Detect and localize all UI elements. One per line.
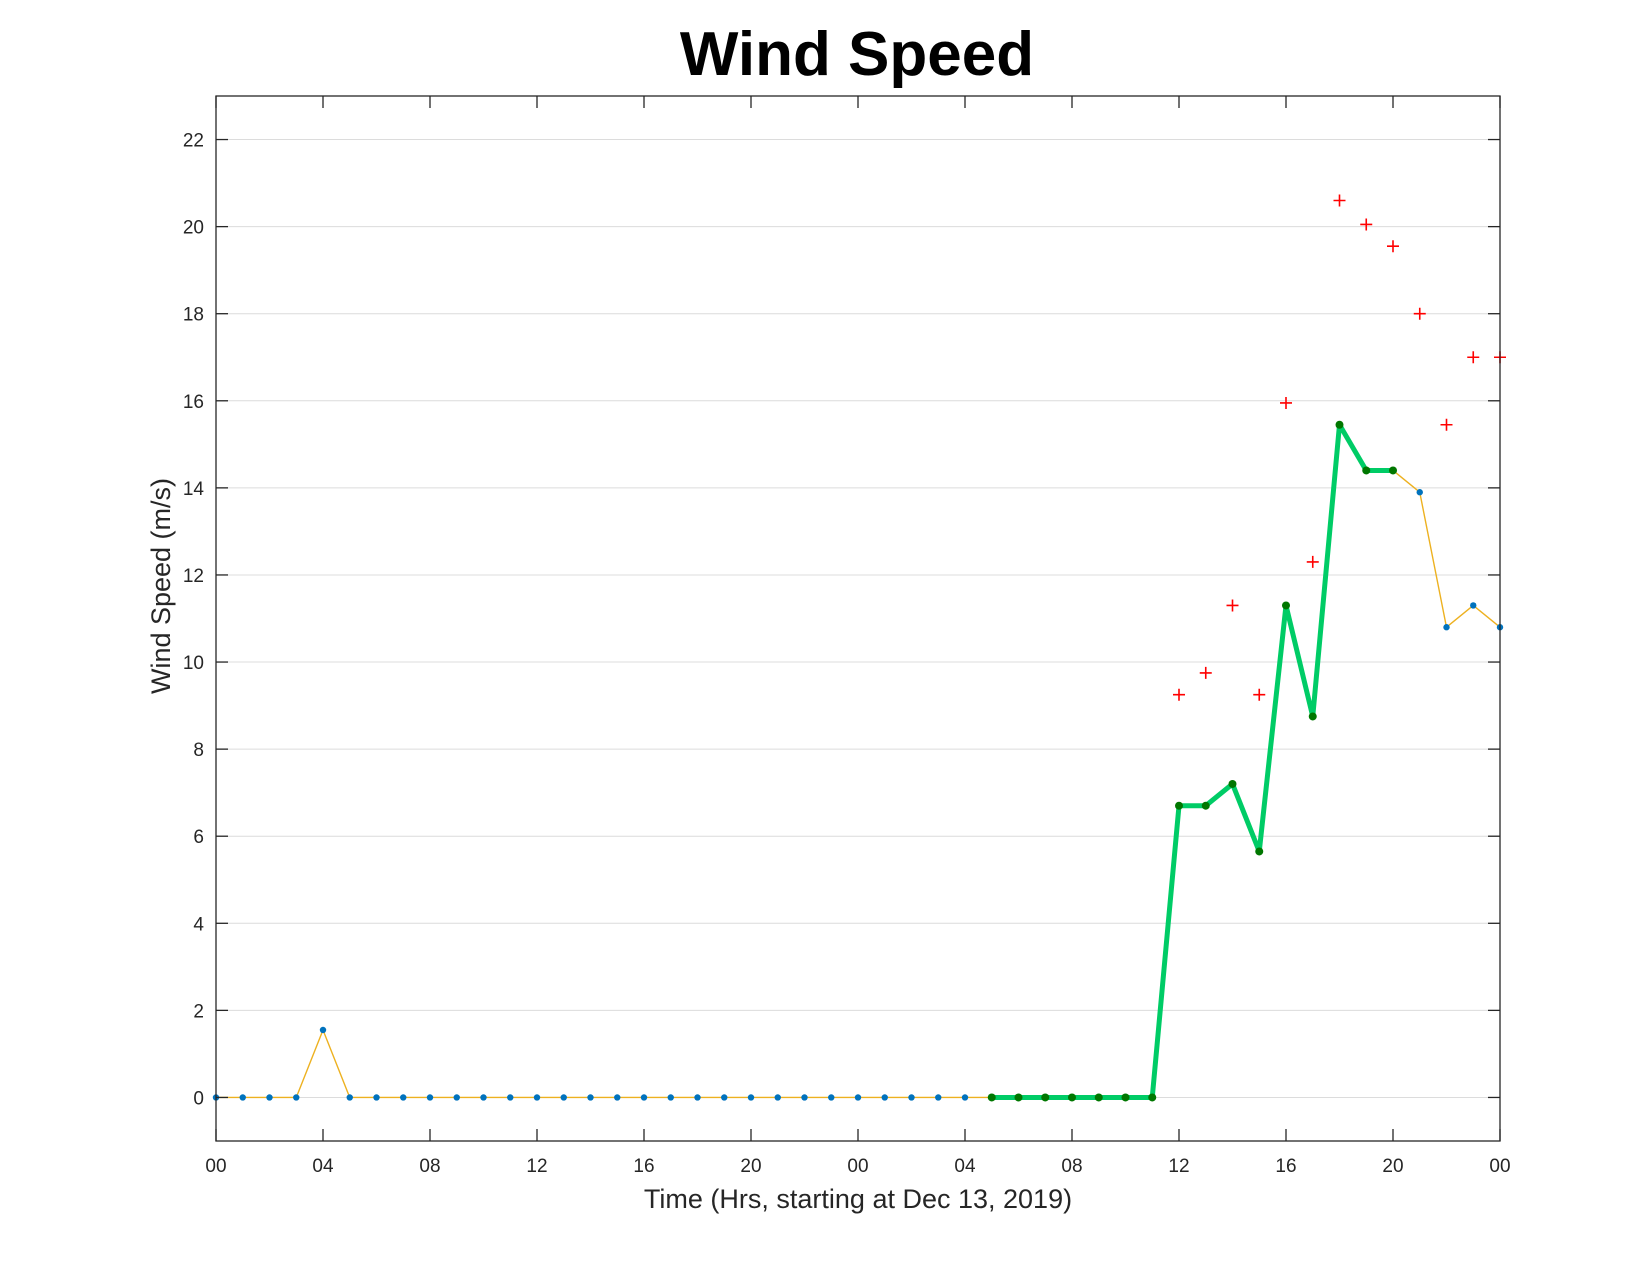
x-tick-label: 00: [205, 1156, 226, 1177]
y-tick-label: 20: [183, 218, 204, 239]
blue-data-point: [1443, 624, 1450, 631]
gridlines: [216, 139, 1500, 1098]
blue-data-point: [426, 1094, 434, 1101]
blue-data-point: [667, 1094, 674, 1101]
y-tick-label: 10: [183, 653, 204, 674]
x-tick-label: 04: [954, 1156, 976, 1177]
blue-data-point: [854, 1094, 862, 1101]
x-tick-label: 20: [1382, 1156, 1403, 1177]
plus-marker: [1387, 240, 1399, 253]
green-data-point: [1041, 1093, 1050, 1102]
plus-marker: [1306, 555, 1319, 568]
green-data-point: [1389, 466, 1397, 475]
blue-data-point: [239, 1094, 246, 1101]
green-series-line: [991, 422, 1393, 1100]
blue-data-point: [801, 1094, 808, 1101]
x-tick-label: 04: [312, 1156, 334, 1177]
y-tick-label: 8: [193, 740, 204, 761]
x-axis-label: Time (Hrs, starting at Dec 13, 2019): [644, 1184, 1072, 1214]
yellow-series-line: [216, 424, 1501, 1099]
x-tick-label: 08: [419, 1156, 440, 1177]
green-data-point: [1094, 1093, 1103, 1102]
green-data-point: [1362, 466, 1371, 475]
green-data-point: [1014, 1093, 1023, 1102]
plus-marker: [1280, 396, 1292, 409]
blue-data-point: [480, 1094, 487, 1101]
x-tick-label: 12: [1168, 1156, 1189, 1177]
blue-data-point: [828, 1094, 835, 1101]
plus-marker: [1360, 218, 1373, 231]
blue-data-point: [935, 1094, 942, 1101]
blue-data-point: [560, 1094, 567, 1101]
green-data-point: [1228, 779, 1237, 788]
axis-ticks: 0 2 4 6 8 10 12 14 16 18 20 22 00 04 08 12 16 20 00 04 08 12 1…: [183, 96, 1511, 1177]
blue-data-point: [346, 1094, 353, 1101]
plus-marker: [1226, 599, 1239, 612]
blue-data-point: [319, 1026, 327, 1034]
blue-data-point: [908, 1094, 915, 1101]
green-data-point: [1068, 1093, 1076, 1102]
blue-data-point: [400, 1094, 407, 1101]
blue-data-point: [694, 1094, 701, 1101]
y-tick-label: 2: [193, 1001, 204, 1022]
y-tick-label: 14: [183, 479, 205, 500]
blue-data-point: [640, 1094, 648, 1101]
blue-data-point: [747, 1094, 755, 1101]
blue-data-point: [453, 1094, 460, 1101]
plus-marker: [1253, 688, 1266, 701]
blue-data-point: [961, 1094, 969, 1101]
plus-marker: [1173, 688, 1185, 701]
blue-data-point: [266, 1094, 273, 1101]
green-data-point: [1282, 601, 1290, 610]
x-tick-label: 12: [526, 1156, 547, 1177]
green-data-point: [1175, 801, 1183, 810]
y-tick-label: 6: [193, 827, 204, 848]
green-data-point: [1335, 420, 1344, 429]
x-tick-label: 16: [633, 1156, 654, 1177]
y-tick-label: 16: [183, 392, 204, 413]
x-tick-label: 16: [1275, 1156, 1296, 1177]
y-tick-label: 4: [193, 914, 204, 935]
blue-data-point: [1416, 489, 1423, 496]
blue-data-point: [881, 1094, 888, 1101]
blue-data-point: [373, 1094, 380, 1101]
y-tick-label: 22: [183, 131, 204, 152]
x-tick-label: 08: [1061, 1156, 1082, 1177]
plus-marker: [1199, 666, 1212, 679]
y-tick-label: 0: [193, 1088, 204, 1109]
plus-marker: [1333, 194, 1346, 207]
blue-data-point: [774, 1094, 781, 1101]
y-tick-label: 18: [183, 305, 204, 326]
green-data-point: [1121, 1093, 1130, 1102]
x-tick-label: 00: [1489, 1156, 1510, 1177]
plus-marker: [1440, 418, 1453, 431]
green-data-point: [1201, 801, 1210, 810]
x-tick-label: 00: [847, 1156, 868, 1177]
blue-data-point: [293, 1094, 300, 1101]
plus-marker: [1467, 351, 1480, 364]
blue-data-point: [721, 1094, 728, 1101]
blue-data-point: [507, 1094, 514, 1101]
x-tick-label: 20: [740, 1156, 761, 1177]
plus-marker: [1413, 307, 1426, 320]
green-data-point: [987, 1093, 996, 1102]
blue-data-point: [533, 1094, 541, 1101]
blue-data-point: [1470, 602, 1477, 609]
green-data-point: [1308, 712, 1317, 721]
y-tick-label: 12: [183, 566, 204, 587]
green-data-point: [1255, 847, 1264, 856]
plot-series: [212, 194, 1506, 1102]
blue-data-point: [587, 1094, 594, 1101]
plot-frame: [215, 95, 1501, 1142]
y-axis-label: Wind Speed (m/s): [146, 478, 176, 694]
blue-data-point: [614, 1094, 621, 1101]
chart-title: Wind Speed: [680, 20, 1034, 89]
green-data-point: [1148, 1093, 1157, 1102]
